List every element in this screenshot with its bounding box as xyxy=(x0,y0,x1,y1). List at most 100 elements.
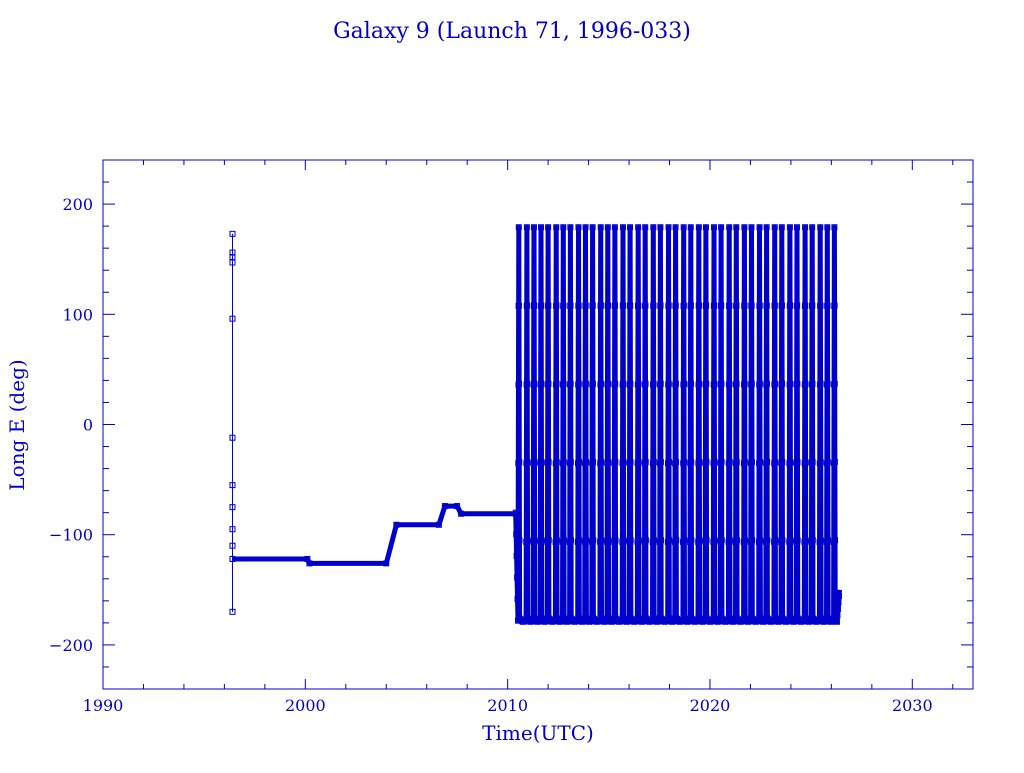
launch-spike-point xyxy=(229,482,236,489)
drift-point xyxy=(680,381,687,388)
drift-point xyxy=(772,458,779,465)
drift-point xyxy=(650,302,657,309)
drift-point xyxy=(665,381,672,388)
drift-point xyxy=(786,381,793,388)
drift-point xyxy=(802,537,809,544)
drift-point xyxy=(597,538,604,545)
drift-point xyxy=(611,224,618,231)
drift-point xyxy=(515,224,522,231)
drift-point xyxy=(725,460,732,467)
station-kept-point xyxy=(306,560,313,567)
drift-point xyxy=(835,599,842,606)
drift-point xyxy=(824,302,831,309)
drift-point xyxy=(626,538,633,545)
drift-point xyxy=(537,460,544,467)
drift-point xyxy=(816,538,823,545)
drift-point xyxy=(553,302,560,309)
drift-point xyxy=(718,537,725,544)
y-axis-label: Long E (deg) xyxy=(5,359,29,490)
drift-point xyxy=(664,538,671,545)
x-tick-label: 1990 xyxy=(83,696,124,715)
drift-point xyxy=(515,538,522,545)
drift-point xyxy=(598,537,605,544)
drift-point xyxy=(778,302,785,309)
drift-point xyxy=(552,460,559,467)
drift-point xyxy=(619,381,626,388)
drift-point xyxy=(835,593,842,600)
drift-point xyxy=(553,537,560,544)
drift-point xyxy=(672,381,679,388)
drift-point xyxy=(568,537,575,544)
drift-point xyxy=(817,302,824,309)
drift-point xyxy=(567,380,574,387)
drift-point xyxy=(703,380,710,387)
drift-point xyxy=(801,538,808,545)
drift-point xyxy=(620,380,627,387)
launch-spike-point xyxy=(229,315,236,322)
drift-point xyxy=(590,458,597,465)
drift-point xyxy=(786,460,793,467)
drift-point xyxy=(567,302,574,309)
drift-point xyxy=(824,458,831,465)
drift-point xyxy=(538,537,545,544)
drift-point xyxy=(611,381,618,388)
drift-point xyxy=(657,380,664,387)
x-tick-label: 2010 xyxy=(487,696,528,715)
drift-point xyxy=(581,538,588,545)
station-kept-point xyxy=(435,521,442,528)
drift-point xyxy=(779,458,786,465)
drift-point xyxy=(627,380,634,387)
drift-point xyxy=(544,460,551,467)
drift-point xyxy=(748,380,755,387)
drift-point xyxy=(830,538,837,545)
launch-spike-point xyxy=(229,608,236,615)
drift-point xyxy=(642,380,649,387)
drift-point xyxy=(824,381,831,388)
drift-point xyxy=(567,224,574,231)
drift-point xyxy=(717,460,724,467)
drift-point xyxy=(733,224,740,231)
drift-point xyxy=(833,618,840,625)
drift-point xyxy=(582,224,589,231)
drift-point xyxy=(772,537,779,544)
drift-point xyxy=(816,460,823,467)
drift-point xyxy=(627,458,634,465)
station-kept-point xyxy=(441,503,448,510)
x-tick-label: 2030 xyxy=(892,696,933,715)
drift-point xyxy=(748,458,755,465)
launch-spike-point xyxy=(229,249,236,256)
drift-point xyxy=(831,224,838,231)
drift-point xyxy=(733,302,740,309)
drift-point xyxy=(671,538,678,545)
drift-point xyxy=(687,460,694,467)
drift-point xyxy=(553,458,560,465)
drift-point xyxy=(658,537,665,544)
drift-point xyxy=(590,537,597,544)
drift-point xyxy=(605,537,612,544)
drift-point xyxy=(566,538,573,545)
drift-point xyxy=(582,302,589,309)
drift-point xyxy=(696,302,703,309)
drift-point xyxy=(575,380,582,387)
drift-point xyxy=(620,302,627,309)
drift-point xyxy=(831,302,838,309)
drift-point xyxy=(787,302,794,309)
drift-point xyxy=(794,458,801,465)
drift-point xyxy=(619,538,626,545)
drift-point xyxy=(672,380,679,387)
drift-point xyxy=(755,538,762,545)
drift-point xyxy=(771,302,778,309)
drift-point xyxy=(834,612,841,619)
drift-point xyxy=(544,538,551,545)
drift-point xyxy=(583,537,590,544)
drift-point xyxy=(650,537,657,544)
drift-point xyxy=(802,380,809,387)
drift-point xyxy=(763,380,770,387)
drift-point xyxy=(559,460,566,467)
drift-point xyxy=(524,458,531,465)
drift-point xyxy=(649,538,656,545)
drift-point xyxy=(757,458,764,465)
drift-point xyxy=(566,460,573,467)
drift-point xyxy=(834,605,841,612)
drift-point xyxy=(619,224,626,231)
